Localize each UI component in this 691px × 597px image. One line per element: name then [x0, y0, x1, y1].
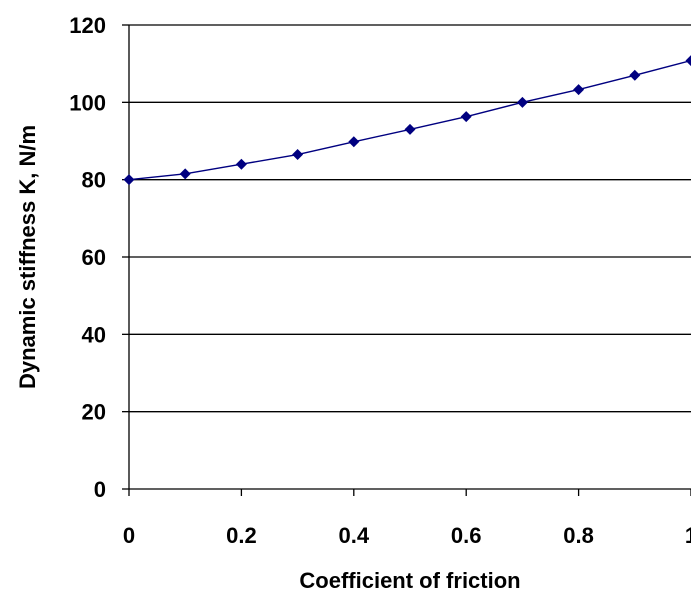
axes	[122, 24, 691, 496]
data-point-marker	[685, 55, 691, 67]
data-point-marker	[629, 69, 641, 81]
y-tick-label: 80	[82, 168, 106, 193]
y-tick-label: 120	[69, 13, 106, 38]
data-point-marker	[123, 174, 135, 186]
data-point-marker	[516, 96, 528, 108]
x-tick-label: 0.2	[226, 523, 257, 548]
x-tick-label: 0.8	[563, 523, 594, 548]
x-tick-label: 0	[123, 523, 135, 548]
y-axis-title: Dynamic stiffness K, N/m	[15, 125, 40, 389]
data-point-marker	[235, 158, 247, 170]
y-tick-label: 60	[82, 245, 106, 270]
gridlines	[129, 24, 691, 413]
series	[123, 55, 691, 186]
data-point-marker	[573, 84, 585, 96]
x-tick-label: 0.4	[339, 523, 370, 548]
tick-labels: 0 20 40 60 80 100 120 0 0.2 0.4 0.6 0.8 1	[69, 13, 691, 548]
x-tick-label: 1	[685, 523, 691, 548]
data-point-marker	[348, 136, 360, 148]
y-tick-label: 20	[82, 400, 106, 425]
data-point-marker	[404, 123, 416, 135]
data-point-marker	[179, 168, 191, 180]
x-axis-title: Coefficient of friction	[299, 568, 520, 593]
y-tick-label: 0	[94, 477, 106, 502]
y-tick-label: 40	[82, 322, 106, 347]
data-point-marker	[460, 111, 472, 123]
y-tick-label: 100	[69, 90, 106, 115]
series-line	[128, 59, 691, 181]
data-point-marker	[292, 149, 304, 161]
x-tick-label: 0.6	[451, 523, 482, 548]
